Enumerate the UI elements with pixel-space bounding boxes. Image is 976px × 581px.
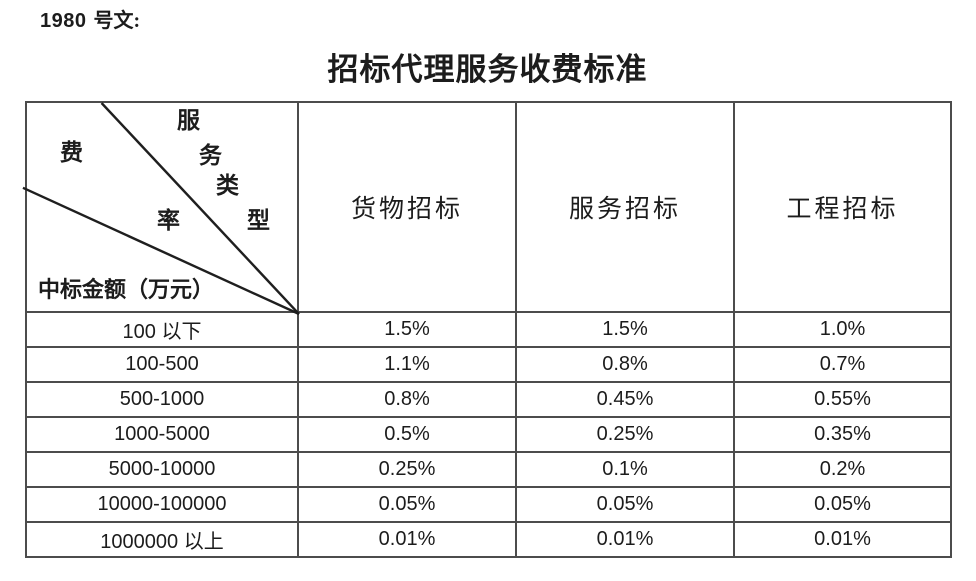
fee-value: 0.7% <box>733 346 952 383</box>
corner-diagonal-lines <box>22 102 300 316</box>
fee-value: 0.05% <box>515 486 735 523</box>
table-row: 1000-5000 0.5% 0.25% 0.35% <box>25 416 952 453</box>
corner-fee-char-1: 费 <box>60 140 83 165</box>
table-header-row: 费 率 服 务 类 型 中标金额（万元） 货物招标 服务招标 工程招标 <box>22 101 952 316</box>
corner-fee-char-2: 率 <box>157 208 180 233</box>
corner-amount-label: 中标金额（万元） <box>38 277 215 302</box>
fee-value: 0.5% <box>297 416 517 453</box>
fee-value: 0.25% <box>297 451 517 488</box>
fee-value: 0.45% <box>515 381 735 418</box>
row-range: 1000000 以上 <box>25 521 299 558</box>
fee-table: 费 率 服 务 类 型 中标金额（万元） 货物招标 服务招标 工程招标 100 … <box>22 101 952 558</box>
row-range: 100-500 <box>25 346 299 383</box>
fee-value: 0.05% <box>297 486 517 523</box>
row-range: 5000-10000 <box>25 451 299 488</box>
fee-value: 0.8% <box>297 381 517 418</box>
page-title: 招标代理服务收费标准 <box>327 52 648 87</box>
fee-value: 0.01% <box>733 521 952 558</box>
table-row: 500-1000 0.8% 0.45% 0.55% <box>25 381 952 418</box>
fee-value: 1.0% <box>733 311 952 348</box>
fee-value: 0.01% <box>515 521 735 558</box>
fee-value: 0.01% <box>297 521 517 558</box>
fee-value: 0.25% <box>515 416 735 453</box>
corner-service-char-2: 务 <box>199 143 222 168</box>
row-range: 1000-5000 <box>25 416 299 453</box>
corner-service-char-1: 服 <box>177 108 200 133</box>
row-range: 100 以下 <box>25 311 299 348</box>
table-row: 1000000 以上 0.01% 0.01% 0.01% <box>25 521 952 558</box>
doc-ref-label: 号文: <box>93 10 141 32</box>
table-row: 100 以下 1.5% 1.5% 1.0% <box>25 311 952 348</box>
fee-value: 0.55% <box>733 381 952 418</box>
fee-value: 1.5% <box>297 311 517 348</box>
fee-value: 0.2% <box>733 451 952 488</box>
fee-value: 0.8% <box>515 346 735 383</box>
column-header-services: 服务招标 <box>515 101 735 313</box>
table-row: 10000-100000 0.05% 0.05% 0.05% <box>25 486 952 523</box>
fee-value: 0.35% <box>733 416 952 453</box>
table-corner-cell: 费 率 服 务 类 型 中标金额（万元） <box>22 101 300 316</box>
corner-service-char-3: 类 <box>216 173 239 198</box>
fee-value: 0.05% <box>733 486 952 523</box>
row-range: 10000-100000 <box>25 486 299 523</box>
table-row: 5000-10000 0.25% 0.1% 0.2% <box>25 451 952 488</box>
fee-value: 1.1% <box>297 346 517 383</box>
corner-service-char-4: 型 <box>247 208 270 233</box>
doc-ref: 1980 号文: <box>40 4 140 33</box>
doc-ref-number: 1980 <box>40 10 87 32</box>
column-header-goods: 货物招标 <box>297 101 517 313</box>
fee-value: 1.5% <box>515 311 735 348</box>
fee-value: 0.1% <box>515 451 735 488</box>
column-header-works: 工程招标 <box>733 101 952 313</box>
row-range: 500-1000 <box>25 381 299 418</box>
table-row: 100-500 1.1% 0.8% 0.7% <box>25 346 952 383</box>
